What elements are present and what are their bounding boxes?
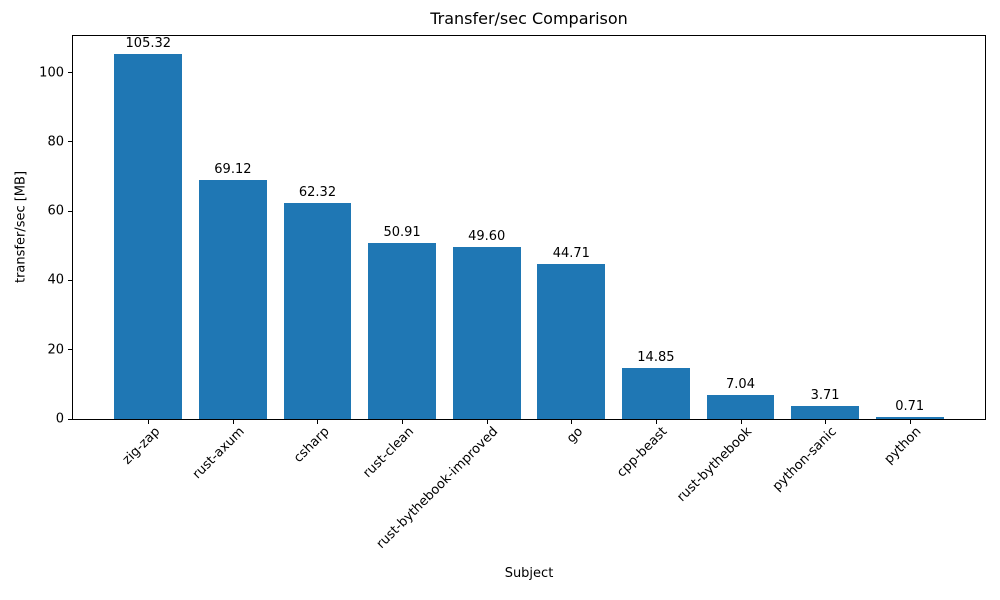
x-tick xyxy=(571,420,573,424)
x-tick xyxy=(402,420,404,424)
x-tick xyxy=(486,420,488,424)
y-tick xyxy=(68,141,72,143)
bar-rust-axum xyxy=(199,179,267,419)
y-tick-label: 40 xyxy=(47,272,64,288)
bar-value-label: 49.60 xyxy=(468,229,506,245)
bar-value-label: 14.85 xyxy=(637,349,675,365)
y-tick xyxy=(68,72,72,74)
bar-rust-bythebook xyxy=(706,394,775,419)
y-tick xyxy=(68,349,72,351)
x-axis-label: Subject xyxy=(504,566,554,581)
bar-value-label: 7.04 xyxy=(726,376,755,392)
x-tick xyxy=(232,420,234,424)
x-tick-label: go xyxy=(564,424,587,447)
y-tick-label: 80 xyxy=(47,134,64,150)
x-tick xyxy=(909,420,911,424)
bar-value-label: 0.71 xyxy=(895,398,925,414)
x-tick-label: zig-zap xyxy=(119,424,164,468)
x-tick-label: python xyxy=(881,424,925,468)
bar-rust-clean xyxy=(368,242,436,419)
bar-value-label: 105.32 xyxy=(125,36,172,52)
bar-zig-zap xyxy=(114,54,183,419)
bar-cpp-beast xyxy=(622,367,690,419)
bar-go xyxy=(537,264,606,419)
bar-csharp xyxy=(283,203,352,419)
y-tick xyxy=(68,418,72,420)
chart-title: Transfer/sec Comparison xyxy=(430,9,628,28)
y-tick xyxy=(68,210,72,212)
plot-area: 105.32 69.12 62.32 50.91 49.60 44.71 14.85 7.04… xyxy=(72,35,986,420)
y-tick-label: 20 xyxy=(47,342,64,358)
bar-value-label: 62.32 xyxy=(298,185,337,201)
y-tick-label: 100 xyxy=(39,65,64,81)
x-tick-label: rust-bythebook xyxy=(674,424,756,505)
bar-value-label: 44.71 xyxy=(552,246,590,262)
x-tick xyxy=(655,420,657,424)
x-tick-label: cpp-beast xyxy=(614,424,671,481)
x-tick xyxy=(825,420,827,424)
bar-python-sanic xyxy=(791,406,859,419)
bar-value-label: 50.91 xyxy=(383,224,421,240)
bar-rust-bythebook-improved xyxy=(452,247,521,419)
x-tick-label: csharp xyxy=(290,424,333,466)
x-tick xyxy=(317,420,319,424)
x-tick xyxy=(740,420,742,424)
x-tick-label: rust-clean xyxy=(360,424,418,481)
x-tick xyxy=(148,420,150,424)
y-axis-label: transfer/sec [MB] xyxy=(13,170,29,284)
x-tick-label: rust-axum xyxy=(190,424,248,483)
y-tick xyxy=(68,279,72,281)
y-tick-label: 60 xyxy=(47,203,64,219)
bar-value-label: 3.71 xyxy=(810,388,840,404)
x-tick-label: python-sanic xyxy=(770,424,841,495)
y-tick-label: 0 xyxy=(55,411,64,427)
bar-python xyxy=(875,416,944,419)
bar-value-label: 69.12 xyxy=(214,161,252,177)
